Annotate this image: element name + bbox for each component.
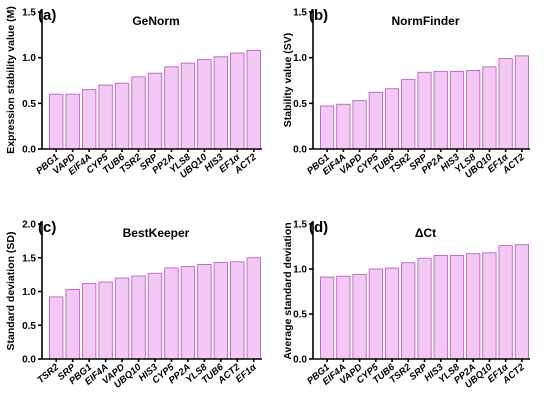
y-tick-label: 1.0: [293, 265, 307, 276]
bar-EIF4A: [336, 275, 351, 360]
bar-TSR2: [401, 79, 416, 150]
bar-EF1α: [498, 58, 513, 150]
panel-title: BestKeeper: [123, 226, 190, 240]
bar-CYP5: [98, 84, 113, 150]
y-tick-label: 0.5: [293, 310, 307, 321]
y-tick-label: 0.0: [22, 145, 36, 156]
bar-TSR2: [49, 296, 64, 360]
y-tick-label: 1.0: [22, 287, 36, 298]
bar-UBQ10: [482, 66, 497, 150]
bar-CYP5: [368, 91, 383, 150]
bar-TSR2: [401, 262, 416, 360]
panel-letter: (c): [38, 219, 56, 236]
bar-TUB6: [213, 262, 229, 360]
bar-VAPD: [352, 100, 367, 150]
y-tick-label: 1.5: [293, 220, 307, 231]
bar-YLS8: [466, 69, 481, 150]
bar-PBG1: [81, 282, 97, 360]
bar-EF1α: [498, 245, 513, 360]
y-tick-label: 0.0: [293, 145, 307, 156]
bar-TSR2: [131, 76, 146, 150]
panel-letter: (a): [38, 7, 56, 24]
panel-letter: (d): [309, 219, 328, 236]
bar-HIS3: [449, 70, 465, 150]
bar-VAPD: [65, 93, 80, 150]
bar-YLS8: [449, 255, 465, 360]
bar-PP2A: [466, 253, 481, 360]
bar-PBG1: [49, 93, 64, 150]
bar-CYP5: [164, 267, 179, 360]
panel-title: GeNorm: [132, 14, 179, 28]
bar-TUB6: [114, 82, 130, 150]
y-tick-label: 1.0: [22, 53, 36, 64]
bar-SRP: [417, 257, 432, 360]
y-axis-label: Standard deviation (SD): [5, 231, 17, 350]
bar-PP2A: [164, 66, 179, 150]
y-tick-label: 1.5: [22, 253, 36, 264]
bar-TUB6: [384, 267, 400, 360]
bar-VAPD: [352, 273, 367, 360]
bar-ACT2: [514, 244, 529, 360]
panel-title: NormFinder: [391, 14, 459, 28]
bar-CYP5: [368, 268, 383, 360]
bar-UBQ10: [197, 59, 212, 150]
bar-YLS8: [180, 62, 196, 150]
bar-VAPD: [114, 277, 130, 360]
y-axis-label: Stability value (SV): [282, 33, 294, 128]
bar-EIF4A: [336, 103, 351, 150]
bar-TUB6: [384, 88, 400, 150]
bar-UBQ10: [131, 275, 146, 360]
bar-EF1α: [246, 257, 261, 360]
bar-HIS3: [433, 255, 448, 360]
y-tick-label: 2.0: [22, 220, 36, 231]
bar-ACT2: [246, 49, 261, 150]
bar-EIF4A: [81, 89, 97, 150]
y-tick-label: 0.5: [22, 99, 36, 110]
y-tick-label: 1.5: [293, 8, 307, 19]
bar-PBG1: [320, 276, 335, 360]
bar-PP2A: [180, 266, 196, 360]
y-axis-label: Average standard deviation: [282, 222, 294, 359]
y-tick-label: 1.0: [293, 53, 307, 64]
y-tick-label: 0.5: [22, 321, 36, 332]
panel-letter: (b): [309, 7, 328, 24]
bar-EIF4A: [98, 281, 113, 360]
panel-title: ΔCt: [415, 226, 436, 240]
y-tick-label: 0.0: [293, 355, 307, 366]
bar-SRP: [147, 72, 163, 150]
y-tick-label: 1.5: [22, 8, 36, 19]
bar-PBG1: [320, 105, 335, 150]
bar-EF1α: [230, 52, 245, 150]
y-axis-label: Expression stability value (M): [5, 6, 17, 154]
bar-YLS8: [197, 264, 212, 360]
y-tick-label: 0.5: [293, 99, 307, 110]
bar-PP2A: [433, 70, 448, 150]
x-tick-label: EF1α: [234, 361, 260, 385]
bar-SRP: [65, 289, 80, 360]
bar-HIS3: [213, 56, 229, 150]
bar-ACT2: [230, 261, 245, 360]
bar-HIS3: [147, 272, 163, 360]
y-tick-label: 0.0: [22, 355, 36, 366]
bar-ACT2: [514, 55, 529, 150]
bar-SRP: [417, 71, 432, 150]
bar-UBQ10: [482, 252, 497, 360]
